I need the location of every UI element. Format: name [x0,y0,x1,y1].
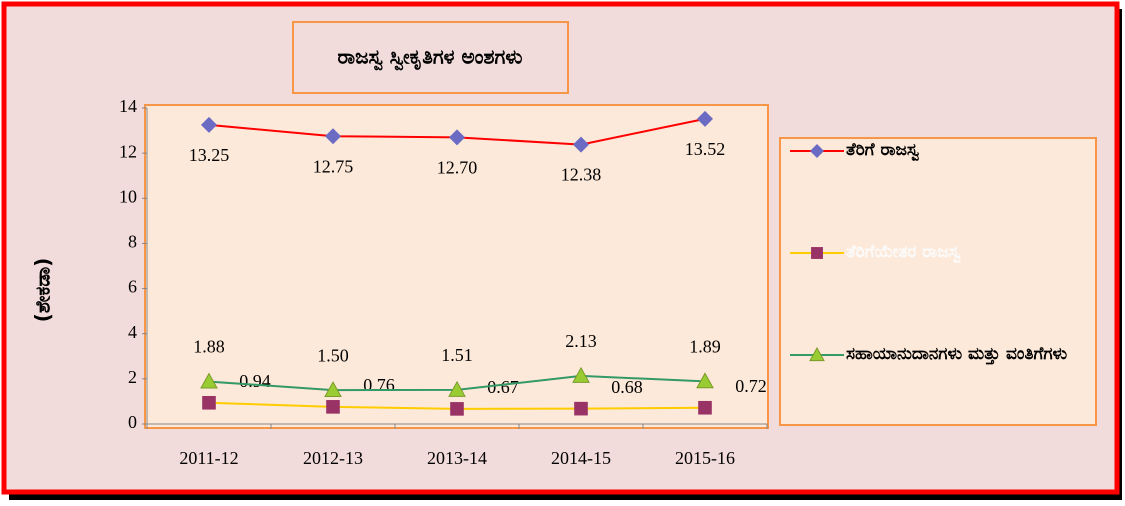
marker [202,395,216,410]
y-tick-label: 0 [128,412,137,432]
data-label: 0.72 [735,376,767,396]
legend-item: ಸಹಾಯಾನುದಾನಗಳು ಮತ್ತು ವಂತಿಗೆಗಳು [788,341,1088,367]
legend-icon [790,346,844,362]
y-tick-label: 2 [128,367,137,387]
marker [572,366,590,383]
y-tick-label: 8 [128,232,137,252]
marker [574,401,588,416]
marker [698,400,712,415]
y-tick-label: 10 [119,186,137,206]
marker [448,380,466,397]
data-label: 0.94 [239,371,271,391]
legend-box [779,137,1097,426]
legend-label: ಸಹಾಯಾನುದಾನಗಳು ಮತ್ತು ವಂತಿಗೆಗಳು [846,344,1068,364]
x-tick-label: 2013-14 [427,448,487,468]
marker [200,372,218,389]
data-label: 1.88 [193,337,225,357]
data-label: 0.67 [487,377,519,397]
marker [449,129,465,146]
data-label: 13.52 [685,139,726,159]
legend-icon [790,144,844,158]
data-label: 12.75 [313,156,354,176]
x-tick-label: 2015-16 [675,448,735,468]
marker [201,116,217,133]
y-tick-label: 4 [128,322,137,342]
legend-icon [790,247,844,259]
marker [809,346,825,362]
data-label: 12.70 [437,157,478,177]
title-box [292,21,569,94]
y-tick-label: 12 [119,141,137,161]
marker [450,402,464,416]
marker [697,110,713,127]
legend-item: ತೆರಿಗೆಯೇತರ ರಾಜಸ್ವ [788,239,1088,265]
marker [326,400,340,414]
marker [325,128,341,145]
legend-label: ತೆರಿಗೆಯೇತರ ರಾಜಸ್ವ [846,242,961,262]
y-axis-label: (ಶೇಕಡಾ) [31,258,55,323]
legend-item: ತೆರಿಗೆ ರಾಜಸ್ವ [788,137,1088,163]
y-tick-label: 6 [128,277,137,297]
chart-title: ರಾಜಸ್ವ ಸ್ವೀಕೃತಿಗಳ ಅಂಶಗಳು [337,45,522,72]
marker [810,144,824,158]
plot-area [144,104,769,429]
data-label: 0.68 [611,377,643,397]
y-tick-label: 14 [119,96,137,116]
data-label: 1.50 [317,345,349,365]
x-tick-label: 2014-15 [551,448,611,468]
data-label: 12.38 [561,165,602,185]
x-tick-label: 2012-13 [303,448,363,468]
data-label: 13.25 [189,145,230,165]
marker [324,381,342,398]
legend-label: ತೆರಿಗೆ ರಾಜಸ್ವ [846,140,919,160]
marker [573,136,589,153]
data-label: 0.76 [363,375,395,395]
x-tick-label: 2011-12 [179,448,238,468]
marker [696,372,714,389]
data-label: 1.89 [689,336,721,356]
marker [811,247,823,259]
data-label: 1.51 [441,345,473,365]
data-label: 2.13 [565,331,597,351]
